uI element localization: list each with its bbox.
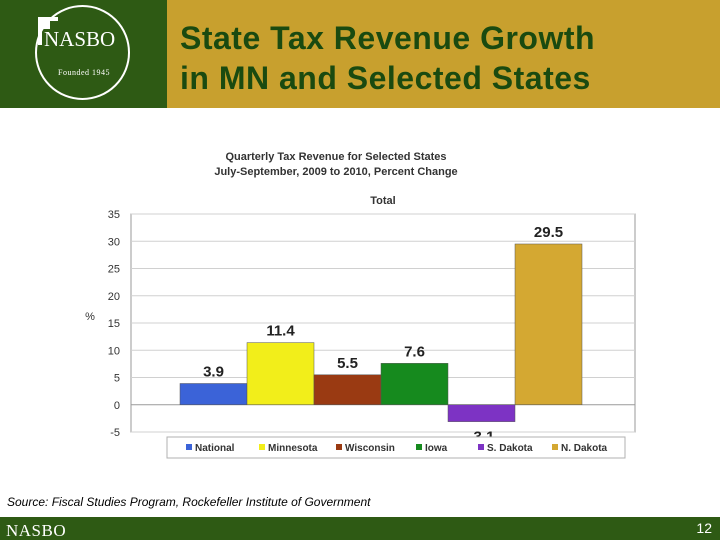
- y-tick-label: 5: [114, 373, 120, 385]
- legend-label: National: [195, 443, 235, 454]
- legend-label: S. Dakota: [487, 443, 533, 454]
- y-tick-label: 0: [114, 400, 120, 412]
- y-tick-label: -5: [110, 427, 120, 439]
- footer-org: NASBO: [6, 521, 67, 540]
- bar-national: [179, 383, 248, 405]
- page-title: State Tax Revenue Growth in MN and Selec…: [180, 18, 710, 98]
- y-tick-label: 20: [108, 291, 120, 303]
- bar-chart: Quarterly Tax Revenue for Selected State…: [85, 151, 636, 459]
- bar-n-dakota: [514, 243, 583, 405]
- legend-swatch: [186, 444, 192, 450]
- header-logo-panel: NASBO Founded 1945: [0, 0, 167, 108]
- legend-swatch: [416, 444, 422, 450]
- data-label: 11.4: [266, 323, 295, 340]
- y-tick-label: 10: [108, 345, 120, 357]
- legend-swatch: [336, 444, 342, 450]
- data-label: 5.5: [337, 355, 358, 372]
- y-tick-label: 30: [108, 236, 120, 248]
- y-tick-label: 15: [108, 318, 120, 330]
- y-tick-labels: 35 30 25 20 15 10 5 0 -5: [108, 209, 120, 439]
- bars: [179, 243, 583, 422]
- chart-subtitle: July-September, 2009 to 2010, Percent Ch…: [214, 166, 457, 178]
- bar-s-dakota: [447, 404, 516, 422]
- source-note: Source: Fiscal Studies Program, Rockefel…: [7, 495, 371, 509]
- legend-label: Minnesota: [268, 443, 318, 454]
- data-label: 29.5: [534, 224, 563, 241]
- header-title-panel: [167, 0, 720, 108]
- page-number: 12: [696, 520, 712, 536]
- logo-seal: [35, 5, 130, 100]
- legend-label: Iowa: [425, 443, 448, 454]
- page-title-line-2: in MN and Selected States: [180, 60, 591, 96]
- data-label: 7.6: [404, 343, 425, 360]
- bar-minnesota: [246, 342, 315, 405]
- page-title-line-1: State Tax Revenue Growth: [180, 20, 596, 56]
- legend-box: [166, 436, 626, 459]
- legend-swatch: [478, 444, 484, 450]
- bar-iowa: [380, 363, 449, 405]
- footer-bar: [0, 517, 720, 540]
- data-label: 3.9: [203, 363, 224, 380]
- y-tick-label: 25: [108, 264, 120, 276]
- logo-text: NASBO: [44, 27, 116, 51]
- legend-swatch: [552, 444, 558, 450]
- y-axis-label: %: [85, 311, 95, 323]
- logo-founded-text: Founded 1945: [58, 68, 110, 77]
- logo-map-icon: [38, 17, 58, 45]
- legend-label: N. Dakota: [561, 443, 608, 454]
- bar-wisconsin: [313, 374, 382, 405]
- y-tick-label: 35: [108, 209, 120, 221]
- chart-title: Quarterly Tax Revenue for Selected State…: [225, 151, 446, 163]
- legend: National Minnesota Wisconsin Iowa S. Dakota N…: [186, 443, 608, 454]
- legend-swatch: [259, 444, 265, 450]
- chart-series-label: Total: [370, 195, 395, 207]
- legend-label: Wisconsin: [345, 443, 395, 454]
